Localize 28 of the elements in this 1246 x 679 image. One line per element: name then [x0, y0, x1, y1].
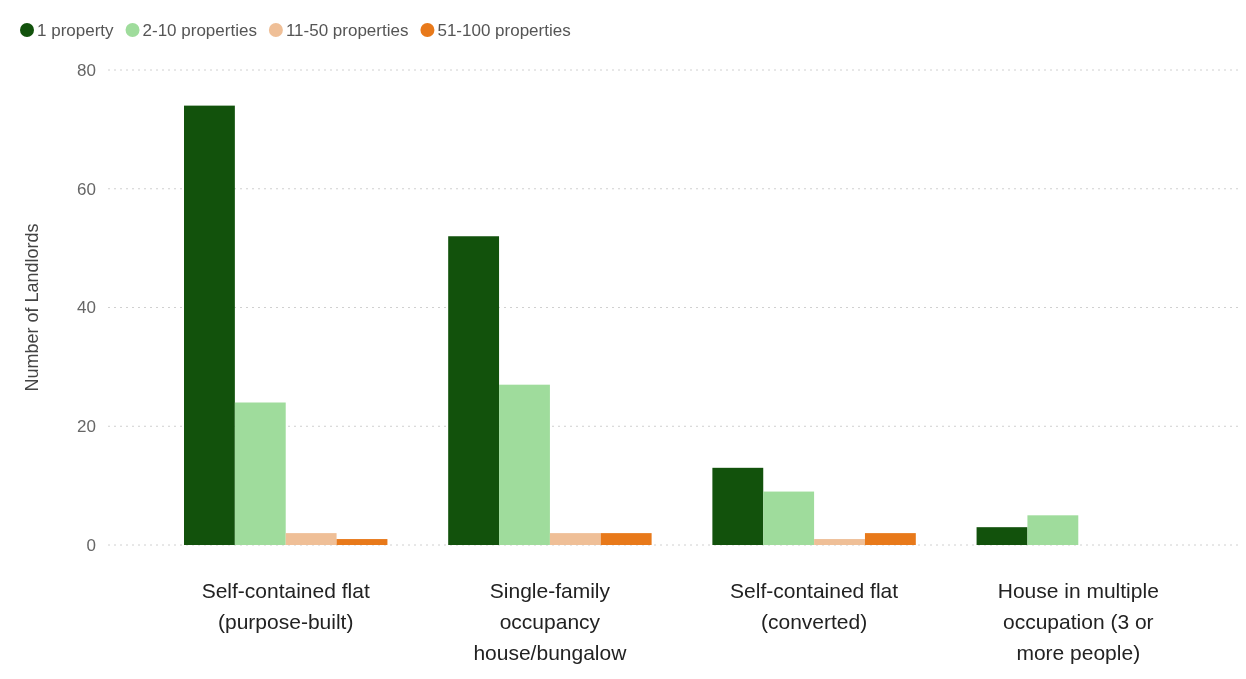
- bar: [712, 467, 764, 545]
- bar: [600, 533, 652, 545]
- y-tick-label: 60: [77, 179, 96, 199]
- y-tick-label: 80: [77, 60, 96, 80]
- bar: [814, 539, 865, 545]
- bar: [448, 236, 500, 545]
- x-tick-label: Self-contained flat (purpose-built): [201, 579, 370, 633]
- bar: [976, 527, 1028, 545]
- bar: [234, 402, 286, 545]
- y-tick-label: 0: [86, 535, 96, 555]
- bar: [549, 533, 601, 545]
- bar: [1027, 515, 1079, 545]
- bar: [499, 384, 550, 545]
- x-tick-label: Single-family occupancy house/bungalow: [473, 579, 628, 664]
- legend-label: 51-100 properties: [437, 21, 571, 40]
- x-tick-label: Self-contained flat (converted): [730, 579, 899, 633]
- bar: [285, 533, 337, 545]
- bar: [864, 533, 916, 545]
- y-tick-label: 40: [77, 298, 96, 318]
- y-axis-title: Number of Landlords: [22, 223, 42, 392]
- y-tick-label: 20: [77, 417, 96, 437]
- bar: [336, 539, 388, 545]
- bar: [184, 105, 235, 545]
- bar: [763, 491, 815, 545]
- x-tick-label: House in multiple occupation (3 or more people): [997, 579, 1159, 664]
- legend-label: 11-50 properties: [285, 21, 409, 40]
- legend-label: 1 property: [37, 21, 115, 40]
- legend-label: 2-10 properties: [142, 21, 257, 40]
